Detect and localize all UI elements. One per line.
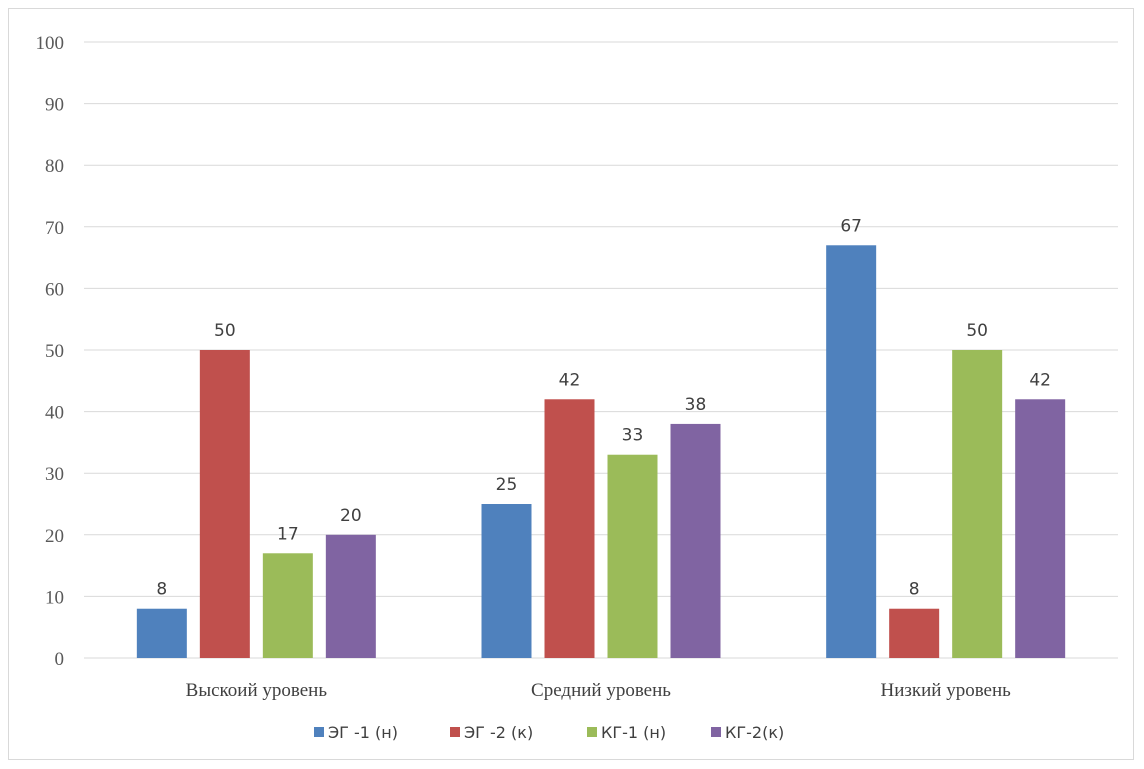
legend-label: ЭГ -1 (н) [328,723,398,742]
bar [481,504,532,658]
legend-label: ЭГ -2 (к) [464,723,533,742]
y-tick-label: 20 [45,526,64,547]
data-label: 8 [909,580,920,600]
y-tick-label: 60 [45,279,64,300]
legend-swatch [587,727,597,737]
bar [889,608,940,658]
category-label: Средний уровень [531,680,671,701]
y-tick-label: 10 [45,587,64,608]
y-axis-ticks: 0 10 20 30 40 50 60 70 80 90 100 [36,33,65,670]
data-label: 67 [840,216,862,236]
y-tick-label: 70 [45,218,64,239]
legend-label: КГ-1 (н) [601,723,666,742]
data-label: 50 [214,321,236,341]
data-label: 33 [622,426,644,446]
bar [670,423,721,658]
y-tick-label: 0 [55,649,65,670]
bar [826,245,877,658]
category-label: Низкий уровень [880,680,1011,701]
y-tick-label: 40 [45,403,64,424]
x-axis-categories: Выскоий уровень Средний уровень Низкий уро… [186,680,1012,701]
bar [607,454,658,658]
bars [136,245,1066,658]
data-label: 25 [496,475,518,495]
data-label: 38 [685,395,707,415]
bar [262,553,313,658]
y-tick-label: 80 [45,156,64,177]
bar [136,608,187,658]
bar [544,399,595,658]
legend: ЭГ -1 (н) ЭГ -2 (к) КГ-1 (н) КГ-2(к) [314,723,784,742]
data-label: 50 [966,321,988,341]
legend-swatch [711,727,721,737]
y-tick-label: 100 [36,33,65,54]
data-label: 20 [340,506,362,526]
y-tick-label: 90 [45,95,64,116]
legend-label: КГ-2(к) [725,723,784,742]
y-tick-label: 30 [45,464,64,485]
data-label: 8 [156,580,167,600]
legend-swatch [314,727,324,737]
data-labels: 8 50 17 20 25 42 33 38 67 8 50 42 [156,216,1051,599]
data-label: 42 [559,370,581,390]
bar [325,534,376,658]
gridlines [84,41,1118,659]
bar [199,350,250,658]
data-label: 42 [1029,370,1051,390]
legend-swatch [450,727,460,737]
data-label: 17 [277,524,299,544]
bar [1015,399,1066,658]
y-tick-label: 50 [45,341,64,362]
category-label: Выскоий уровень [186,680,328,701]
bar [952,350,1003,658]
